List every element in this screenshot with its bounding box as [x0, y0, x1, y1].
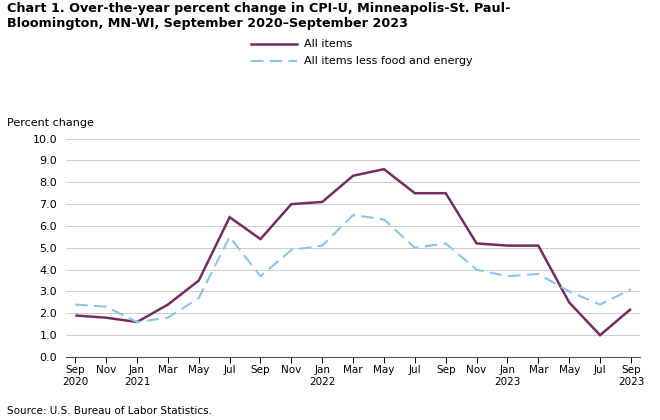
Text: All items: All items — [304, 39, 352, 49]
Text: Source: U.S. Bureau of Labor Statistics.: Source: U.S. Bureau of Labor Statistics. — [7, 406, 212, 416]
Text: Chart 1. Over-the-year percent change in CPI-U, Minneapolis-St. Paul-: Chart 1. Over-the-year percent change in… — [7, 2, 510, 15]
Text: Percent change: Percent change — [7, 118, 94, 128]
Text: All items less food and energy: All items less food and energy — [304, 56, 472, 66]
Text: Bloomington, MN-WI, September 2020–September 2023: Bloomington, MN-WI, September 2020–Septe… — [7, 17, 408, 30]
